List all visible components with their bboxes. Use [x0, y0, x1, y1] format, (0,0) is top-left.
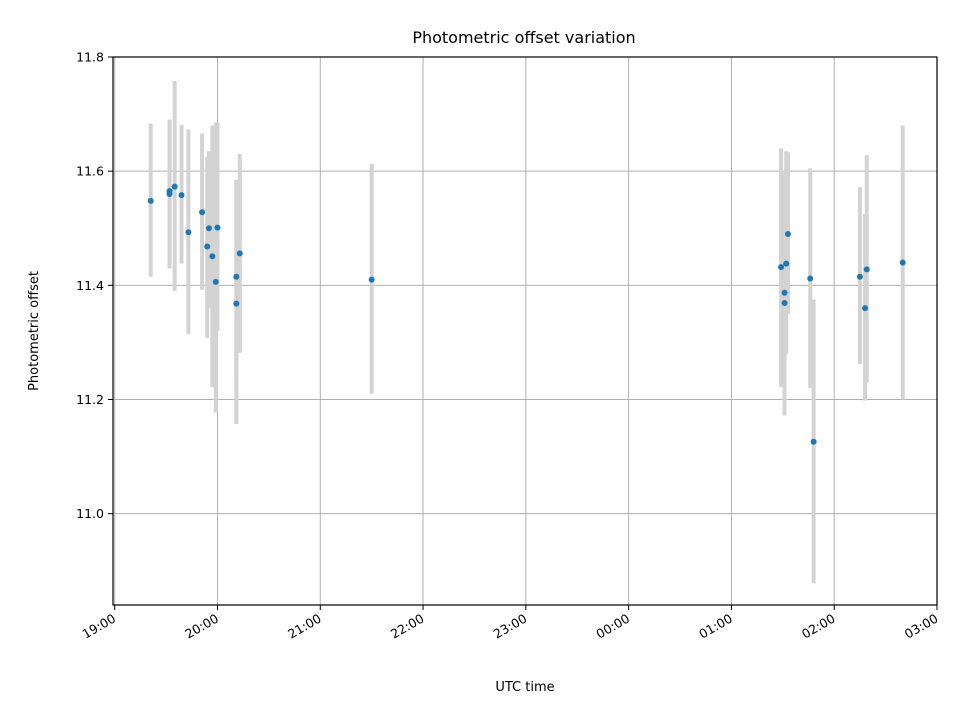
data-point	[807, 275, 814, 282]
data-point	[233, 273, 240, 280]
data-point	[233, 300, 240, 307]
y-tick-label: 11.4	[76, 278, 104, 293]
data-point	[147, 197, 154, 204]
data-point	[862, 305, 869, 312]
y-tick-label: 11.8	[76, 50, 104, 65]
y-tick-label: 11.2	[76, 392, 104, 407]
data-points	[147, 183, 906, 445]
data-point	[856, 273, 863, 280]
data-point	[209, 253, 216, 260]
y-tick-label: 11.0	[76, 506, 104, 521]
data-point	[205, 225, 212, 232]
plot-frame	[112, 56, 938, 606]
data-point	[178, 192, 185, 199]
data-point	[166, 191, 173, 197]
data-point	[236, 250, 243, 257]
data-point	[214, 224, 221, 231]
y-axis: 11.0 11.2 11.4 11.6 11.8	[76, 50, 113, 521]
y-axis-label: Photometric offset	[27, 271, 42, 391]
data-point	[778, 264, 785, 271]
data-point	[212, 278, 219, 285]
data-point	[784, 230, 791, 237]
data-point	[185, 229, 192, 236]
data-point	[199, 209, 206, 216]
data-point	[863, 266, 870, 273]
data-point	[781, 289, 788, 296]
data-point	[171, 183, 178, 190]
data-point	[204, 243, 211, 250]
data-point	[783, 260, 790, 267]
data-point	[810, 438, 817, 445]
x-axis-label: UTC time	[495, 680, 554, 695]
chart-title: Photometric offset variation	[412, 28, 635, 47]
data-point	[899, 259, 906, 266]
y-tick-label: 11.6	[76, 164, 104, 179]
data-point	[368, 276, 375, 283]
data-point	[781, 300, 788, 307]
